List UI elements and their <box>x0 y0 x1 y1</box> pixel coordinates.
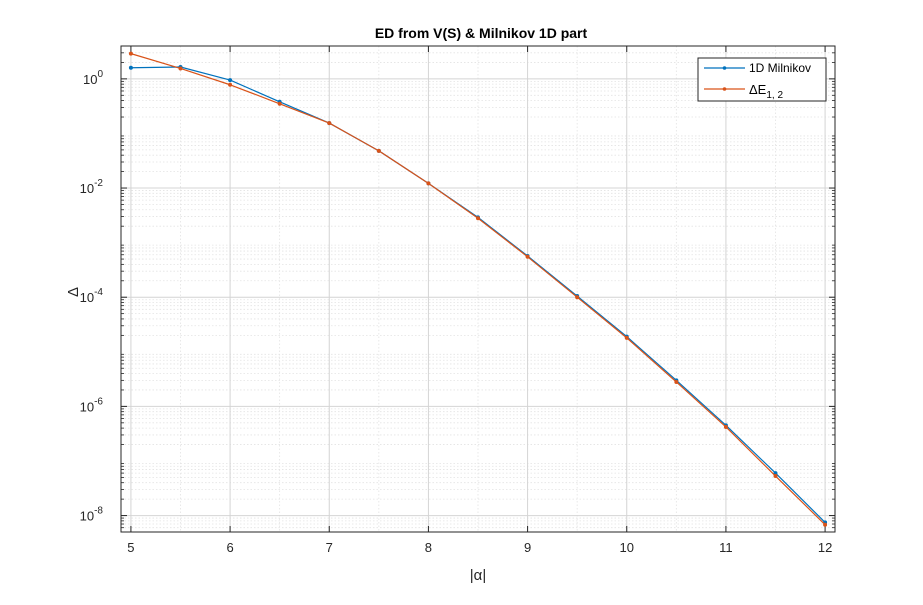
y-tick-label-base: 10 <box>83 72 97 87</box>
axis-ticks <box>121 45 835 533</box>
series-2-point <box>228 82 233 87</box>
legend-box <box>697 57 827 102</box>
x-tick-label: 7 <box>326 540 333 555</box>
series-2-point <box>823 522 828 527</box>
series-2-point <box>723 424 728 429</box>
y-tick-label-exponent: 0 <box>97 69 103 80</box>
x-axis-label: |α| <box>470 567 486 584</box>
x-tick-label: 9 <box>524 540 531 555</box>
y-tick-label-base: 10 <box>80 399 94 414</box>
legend-label-series-1: 1D Milnikov <box>749 61 811 75</box>
y-tick-label: 10-4 <box>80 287 104 305</box>
legend-label-series-2: ΔE1, 2 <box>749 82 783 101</box>
series-2-point <box>476 216 480 221</box>
y-tick-label-base: 10 <box>80 181 94 196</box>
y-tick-label: 10-2 <box>80 178 104 196</box>
major-grid <box>121 46 835 532</box>
y-tick-label: 10-8 <box>80 506 104 524</box>
y-tick-label-exponent: -4 <box>94 287 103 298</box>
series-2-point <box>674 379 679 384</box>
x-tick-label: 10 <box>620 540 634 555</box>
series-1-point <box>128 65 133 70</box>
series-layer <box>128 51 828 527</box>
series-2-point <box>376 148 381 153</box>
x-tick-label: 5 <box>127 540 134 555</box>
y-tick-label-exponent: -2 <box>94 178 103 189</box>
y-tick-label-base: 10 <box>80 290 94 305</box>
series-2-point <box>128 51 133 56</box>
y-tick-label-exponent: -8 <box>94 506 103 517</box>
y-axis-label: Δ <box>65 287 82 297</box>
series-2-point <box>575 295 580 300</box>
legend-marker-series-2 <box>722 87 727 91</box>
series-2-point <box>773 474 778 479</box>
y-tick-label: 10-6 <box>80 396 104 414</box>
series-2-point <box>624 335 629 340</box>
chart-title: ED from V(S) & Milnikov 1D part <box>375 25 588 41</box>
x-tick-label: 12 <box>818 540 832 555</box>
legend-label-series-2-main: ΔE <box>749 82 767 97</box>
legend-label-series-2-sub: 1, 2 <box>766 90 783 101</box>
series-2-point <box>525 254 530 259</box>
x-tick-label: 8 <box>425 540 432 555</box>
legend-marker-series-1 <box>722 66 727 70</box>
series-2-point <box>277 101 282 106</box>
axes-box <box>120 45 836 533</box>
series-1-point <box>773 471 778 476</box>
legend[interactable]: 1D Milnikov ΔE1, 2 <box>697 57 827 102</box>
series-2-point <box>178 66 183 71</box>
x-tick-labels: 5 6 7 8 9 10 11 12 <box>127 540 832 555</box>
x-tick-label: 6 <box>226 540 233 555</box>
x-tick-label: 11 <box>719 540 733 555</box>
series-1-point <box>228 78 233 83</box>
y-tick-label-exponent: -6 <box>94 396 103 407</box>
y-tick-label-base: 10 <box>80 509 94 524</box>
series-2-point <box>327 121 332 126</box>
minor-grid <box>121 45 835 533</box>
series-2-point <box>426 181 431 186</box>
y-tick-label: 100 <box>83 69 103 87</box>
